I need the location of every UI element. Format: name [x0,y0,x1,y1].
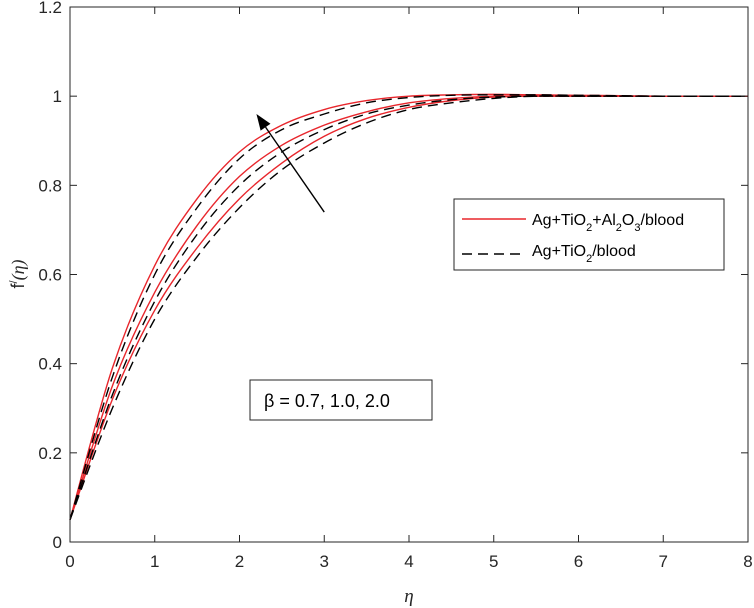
y-tick-label: 1.2 [38,0,62,17]
y-tick-label: 0.6 [38,266,62,285]
y-axis-label: f/(η) [8,259,29,288]
arrow-head [256,114,271,131]
ticks-layer: 0 1 2 3 4 5 6 7 8 0 0.2 0.4 0.6 0.8 1 1.2 [38,0,752,571]
arrow-shaft [264,126,325,213]
x-tick-label: 2 [235,552,244,571]
x-tick-label: 1 [150,552,159,571]
legend: Ag+TiO2+Al2O3/blood Ag+TiO2/blood [453,198,725,271]
x-tick-label: 3 [320,552,329,571]
x-tick-label: 6 [574,552,583,571]
beta-annotation-box [249,379,433,421]
y-tick-label: 0.8 [38,176,62,195]
plot-background [70,7,748,542]
y-tick-label: 0.2 [38,444,62,463]
x-tick-label: 0 [65,552,74,571]
x-tick-label: 5 [489,552,498,571]
x-tick-label: 7 [659,552,668,571]
y-axis-label-prime: / [8,279,20,283]
beta-annotation: β = 0.7, 1.0, 2.0 [249,379,433,421]
y-tick-label: 1 [53,87,62,106]
legend-label-nano: Ag+TiO2/blood [532,243,636,265]
y-tick-label: 0.4 [38,355,62,374]
y-axis-label-main: f [8,283,28,289]
legend-label-hybrid: Ag+TiO2+Al2O3/blood [532,212,684,234]
y-tick-label: 0 [53,533,62,552]
x-axis-label: η [404,586,413,607]
series-line-nano-beta-2 [69,94,748,520]
y-axis-label-arg: (η) [8,259,29,280]
x-tick-label: 8 [743,552,752,571]
legend-box [453,198,725,271]
curves-layer [69,93,748,520]
x-tick-label: 4 [404,552,413,571]
beta-arrow [256,114,325,213]
beta-annotation-text: β = 0.7, 1.0, 2.0 [264,391,390,411]
svg-text:f/(η): f/(η) [8,259,29,288]
